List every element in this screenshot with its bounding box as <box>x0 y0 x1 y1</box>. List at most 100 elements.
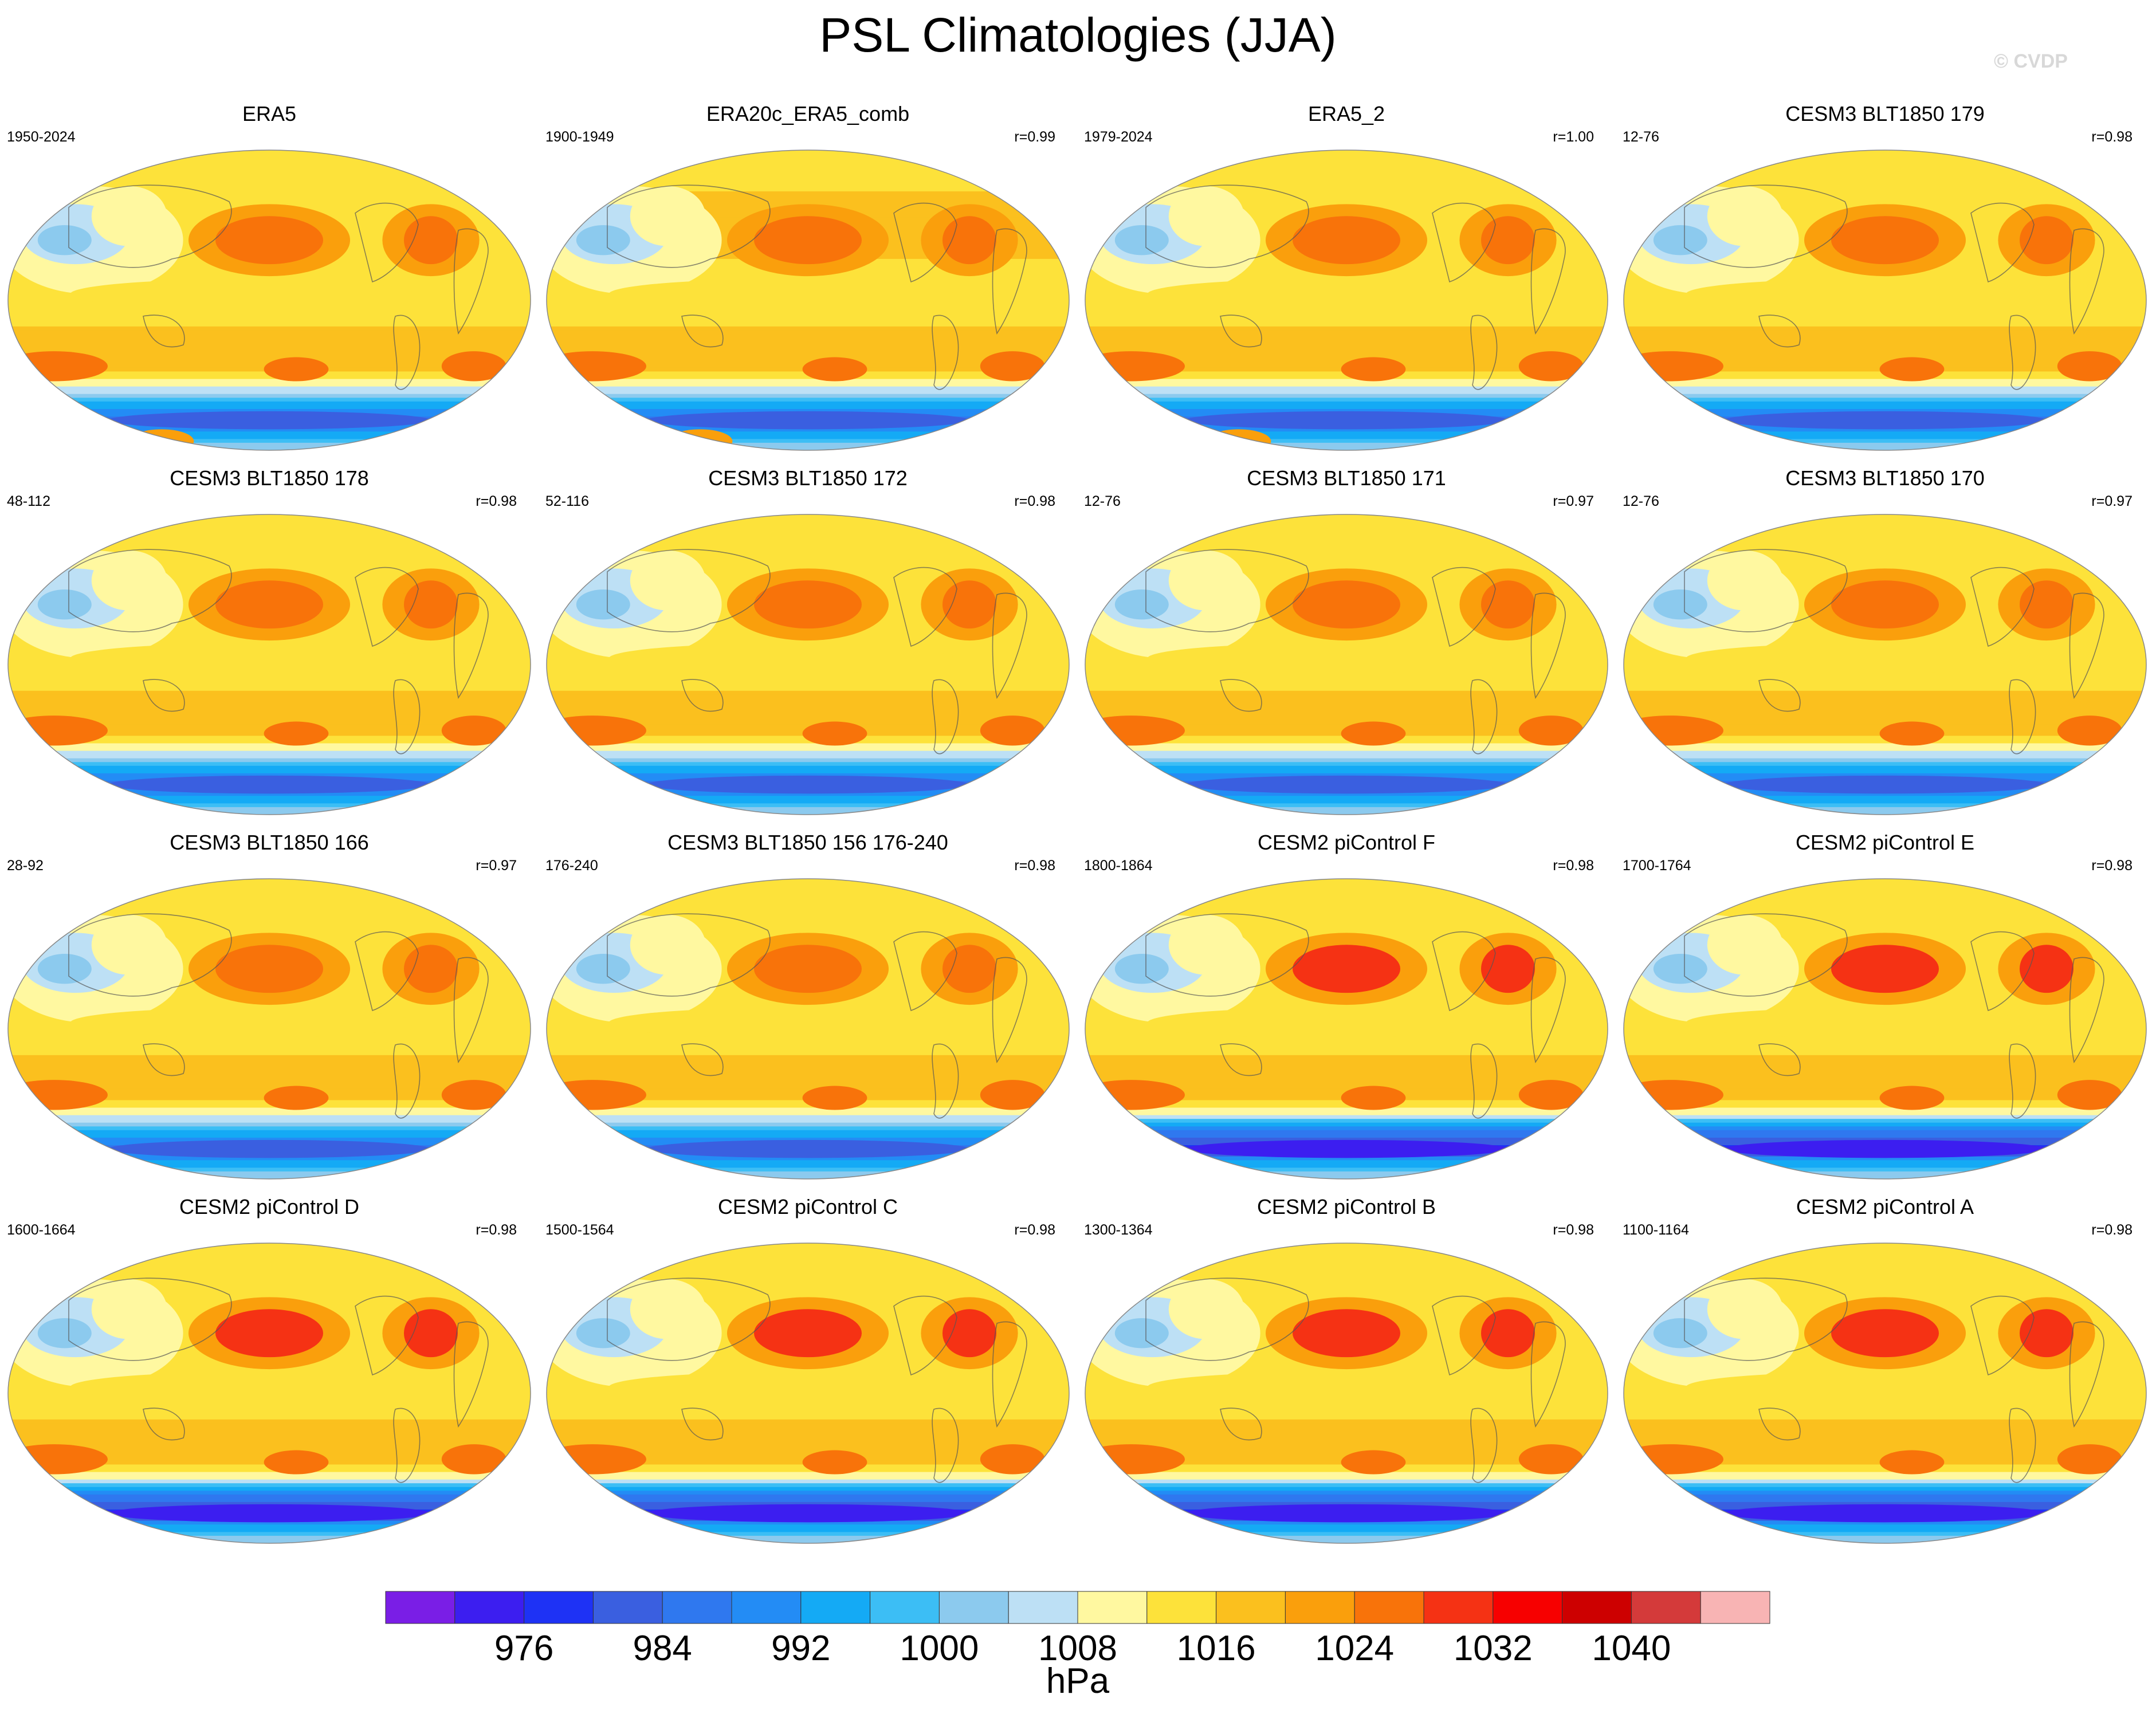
pressure-band <box>1085 758 1608 763</box>
pressure-band <box>1085 1047 1608 1052</box>
pressure-band <box>1085 161 1608 166</box>
pressure-band <box>1085 333 1608 339</box>
pressure-band <box>1624 1251 2146 1255</box>
pressure-band <box>1085 408 1608 414</box>
pressure-band <box>547 1175 1069 1179</box>
pressure-band <box>1085 199 1608 203</box>
pressure-band <box>547 1479 1069 1484</box>
pressure-band <box>8 360 531 365</box>
pressure-band <box>8 552 531 557</box>
pressure-band <box>8 427 531 433</box>
pressure-band <box>1085 920 1608 925</box>
pressure-band <box>1624 1243 2146 1248</box>
pressure-band <box>8 544 531 549</box>
pressure-band <box>8 1265 531 1270</box>
pressure-band <box>8 1487 531 1492</box>
panel-title: CESM3 BLT1850 170 <box>1785 466 1985 490</box>
map-border <box>546 1243 1070 1544</box>
pressure-contour <box>1114 954 1169 984</box>
pressure-band <box>1085 427 1608 433</box>
coastline <box>992 592 1027 699</box>
pressure-band <box>1624 1430 2146 1436</box>
panel-title: CESM3 BLT1850 178 <box>170 466 369 490</box>
pressure-band <box>1085 442 1608 447</box>
map-border <box>1085 150 1608 451</box>
colorbar-tick-label: 1040 <box>1592 1629 1671 1668</box>
pressure-band <box>1085 1258 1608 1263</box>
pressure-band <box>1085 886 1608 891</box>
pressure-band <box>8 386 531 391</box>
pressure-band <box>547 1040 1069 1045</box>
pressure-band <box>547 1081 1069 1086</box>
colorbar-box <box>938 1591 1009 1624</box>
pressure-band <box>1085 1122 1608 1127</box>
pressure-band <box>547 1445 1069 1450</box>
panel-correlation: r=0.98 <box>1553 1222 1594 1238</box>
map-border <box>546 878 1070 1180</box>
pressure-band <box>1085 721 1608 725</box>
pressure-band <box>547 1074 1069 1079</box>
pressure-band <box>547 326 1069 331</box>
pressure-band <box>1085 1520 1608 1526</box>
pressure-band <box>8 1472 531 1477</box>
pressure-band <box>1085 1126 1608 1131</box>
psl-map <box>1623 1243 2147 1544</box>
pressure-band <box>1085 544 1608 549</box>
pressure-band <box>8 176 531 181</box>
colorbar-box <box>1493 1591 1563 1624</box>
pressure-band <box>547 390 1069 395</box>
pressure-band <box>1085 1081 1608 1086</box>
pressure-band <box>1085 1156 1608 1161</box>
pressure-band <box>1624 556 2146 560</box>
panel-correlation: r=0.98 <box>1014 493 1055 509</box>
pressure-band <box>1085 927 1608 932</box>
pressure-contour <box>802 1450 867 1475</box>
coastline <box>1220 679 1262 712</box>
pressure-band <box>547 1501 1069 1507</box>
colorbar-box <box>731 1591 802 1624</box>
pressure-band <box>8 713 531 718</box>
pressure-contour <box>1723 1504 2047 1523</box>
pressure-band <box>1085 1498 1608 1503</box>
pressure-band <box>8 326 531 331</box>
pressure-band <box>1085 165 1608 170</box>
pressure-band <box>1624 1468 2146 1473</box>
pressure-contour <box>1481 580 1535 629</box>
coastline <box>2009 679 2036 754</box>
psl-map <box>7 150 531 451</box>
pressure-band <box>547 1130 1069 1135</box>
pressure-band <box>1624 525 2146 530</box>
pressure-band <box>1624 882 2146 887</box>
pressure-band <box>1085 762 1608 766</box>
pressure-band <box>1624 349 2146 353</box>
pressure-band <box>547 687 1069 691</box>
page-title: PSL Climatologies (JJA) <box>819 8 1337 62</box>
pressure-band <box>1085 352 1608 357</box>
coastline <box>355 931 419 1012</box>
pressure-contour <box>1624 351 1723 382</box>
coastline <box>1220 315 1262 348</box>
pressure-band <box>547 740 1069 744</box>
pressure-band <box>1085 923 1608 929</box>
coastline <box>1432 567 1496 647</box>
pressure-contour <box>1085 351 1185 382</box>
pressure-contour <box>547 1444 646 1475</box>
pressure-contour <box>942 580 996 629</box>
pressure-contour <box>91 1279 167 1339</box>
pressure-band <box>8 168 531 174</box>
pressure-band <box>8 773 531 778</box>
map-panel: CESM2 piControl B 1300-1364 r=0.98 <box>1077 1194 1616 1549</box>
pressure-contour <box>2057 716 2122 746</box>
pressure-band <box>547 1539 1069 1543</box>
pressure-band <box>547 901 1069 906</box>
pressure-band <box>547 514 1069 519</box>
map-field <box>547 150 1069 450</box>
coastline <box>393 679 421 754</box>
pressure-band <box>547 394 1069 399</box>
pressure-band <box>547 556 1069 560</box>
pressure-band <box>8 1501 531 1507</box>
pressure-band <box>8 1126 531 1131</box>
pressure-band <box>1085 1491 1608 1495</box>
pressure-band <box>8 187 531 192</box>
pressure-band <box>1085 882 1608 887</box>
